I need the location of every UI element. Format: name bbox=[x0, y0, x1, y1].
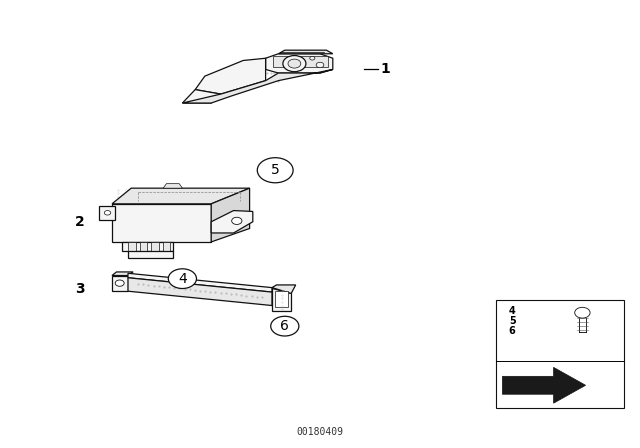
Circle shape bbox=[232, 217, 242, 224]
Polygon shape bbox=[112, 188, 250, 204]
Polygon shape bbox=[272, 288, 291, 311]
Polygon shape bbox=[278, 50, 333, 54]
Circle shape bbox=[168, 269, 196, 289]
Text: 4: 4 bbox=[509, 306, 516, 316]
Text: 5: 5 bbox=[509, 316, 516, 326]
Text: 4: 4 bbox=[178, 271, 187, 286]
Text: 3: 3 bbox=[75, 282, 85, 296]
Circle shape bbox=[271, 316, 299, 336]
Text: 00180409: 00180409 bbox=[296, 427, 344, 437]
Circle shape bbox=[283, 56, 306, 72]
Polygon shape bbox=[122, 242, 173, 251]
Polygon shape bbox=[99, 206, 115, 220]
Circle shape bbox=[257, 158, 293, 183]
Polygon shape bbox=[496, 300, 624, 408]
Text: 5: 5 bbox=[271, 163, 280, 177]
Polygon shape bbox=[266, 54, 333, 73]
Polygon shape bbox=[182, 69, 333, 103]
Polygon shape bbox=[151, 242, 159, 251]
Polygon shape bbox=[502, 367, 586, 403]
Polygon shape bbox=[163, 184, 182, 188]
Polygon shape bbox=[211, 211, 253, 233]
Polygon shape bbox=[140, 242, 147, 251]
Polygon shape bbox=[128, 273, 272, 292]
Polygon shape bbox=[211, 188, 250, 242]
Text: 1: 1 bbox=[381, 62, 390, 77]
Polygon shape bbox=[128, 242, 136, 251]
Text: 6: 6 bbox=[509, 326, 516, 336]
Circle shape bbox=[104, 211, 111, 215]
Polygon shape bbox=[163, 242, 170, 251]
Circle shape bbox=[310, 56, 315, 60]
Circle shape bbox=[575, 307, 590, 318]
Polygon shape bbox=[128, 251, 173, 258]
Circle shape bbox=[316, 62, 324, 68]
Polygon shape bbox=[128, 278, 272, 306]
Polygon shape bbox=[182, 90, 221, 103]
Polygon shape bbox=[275, 291, 288, 307]
Polygon shape bbox=[112, 272, 133, 276]
Circle shape bbox=[115, 280, 124, 286]
Polygon shape bbox=[112, 204, 211, 242]
Polygon shape bbox=[273, 56, 328, 67]
Text: 6: 6 bbox=[280, 319, 289, 333]
Polygon shape bbox=[195, 58, 266, 94]
Polygon shape bbox=[272, 285, 296, 293]
Circle shape bbox=[288, 59, 301, 68]
Text: 2: 2 bbox=[75, 215, 85, 229]
Polygon shape bbox=[112, 276, 128, 291]
